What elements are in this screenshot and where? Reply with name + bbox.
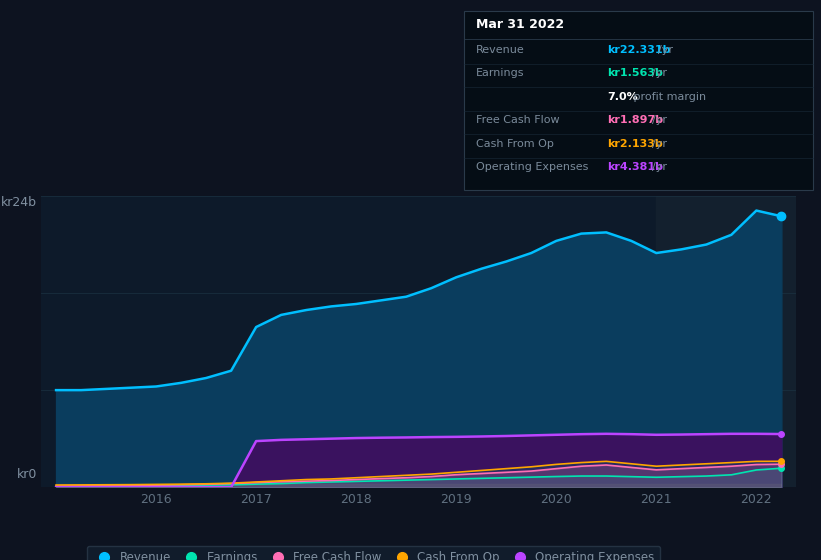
Text: Free Cash Flow: Free Cash Flow [476, 115, 560, 125]
Legend: Revenue, Earnings, Free Cash Flow, Cash From Op, Operating Expenses: Revenue, Earnings, Free Cash Flow, Cash … [87, 545, 660, 560]
Text: kr2.133b: kr2.133b [608, 139, 663, 149]
Text: Operating Expenses: Operating Expenses [476, 162, 589, 172]
Text: kr1.897b: kr1.897b [608, 115, 663, 125]
Text: Mar 31 2022: Mar 31 2022 [476, 18, 564, 31]
Text: /yr: /yr [652, 162, 667, 172]
Text: /yr: /yr [652, 115, 667, 125]
Text: /yr: /yr [652, 139, 667, 149]
Text: Revenue: Revenue [476, 45, 525, 55]
Text: /yr: /yr [658, 45, 672, 55]
Text: 7.0%: 7.0% [608, 92, 638, 102]
Text: kr22.331b: kr22.331b [608, 45, 671, 55]
Text: kr0: kr0 [17, 468, 37, 482]
Text: Cash From Op: Cash From Op [476, 139, 554, 149]
Bar [656, 196, 796, 487]
Text: kr4.381b: kr4.381b [608, 162, 663, 172]
Text: profit margin: profit margin [630, 92, 706, 102]
Text: Earnings: Earnings [476, 68, 525, 78]
Text: /yr: /yr [652, 68, 667, 78]
Text: kr24b: kr24b [2, 196, 37, 209]
Text: kr1.563b: kr1.563b [608, 68, 663, 78]
